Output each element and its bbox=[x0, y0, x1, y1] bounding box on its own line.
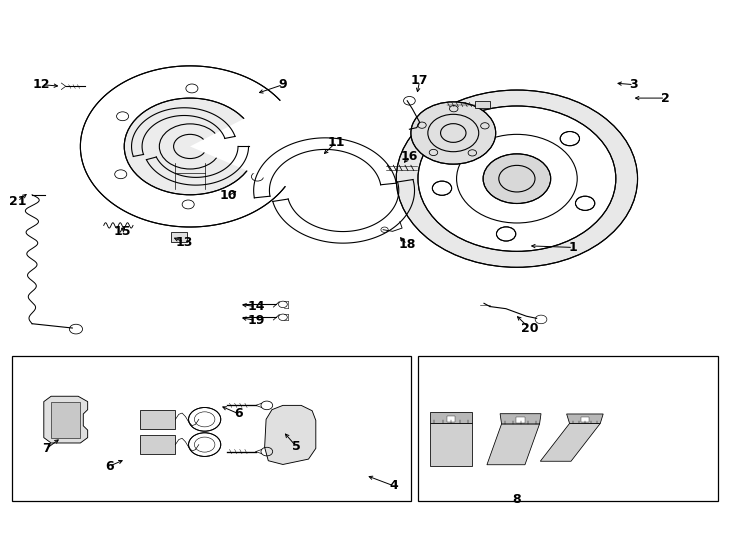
Polygon shape bbox=[265, 406, 316, 464]
Text: 16: 16 bbox=[401, 150, 418, 163]
Text: 10: 10 bbox=[219, 190, 237, 202]
Text: 3: 3 bbox=[630, 78, 638, 91]
Polygon shape bbox=[540, 423, 600, 461]
Text: 2: 2 bbox=[661, 92, 669, 105]
Bar bbox=[475, 102, 490, 108]
Polygon shape bbox=[51, 402, 80, 437]
Bar bbox=[581, 417, 589, 422]
Bar bbox=[12, 356, 411, 501]
Text: 5: 5 bbox=[291, 440, 300, 453]
Polygon shape bbox=[430, 423, 472, 466]
Circle shape bbox=[496, 227, 516, 241]
Circle shape bbox=[396, 90, 638, 267]
Circle shape bbox=[483, 154, 550, 204]
Polygon shape bbox=[500, 414, 541, 424]
Text: 7: 7 bbox=[43, 442, 51, 455]
Text: 11: 11 bbox=[327, 136, 345, 148]
Bar bbox=[140, 435, 175, 454]
Bar bbox=[516, 417, 525, 423]
Bar bbox=[447, 416, 456, 422]
Text: 19: 19 bbox=[247, 314, 264, 327]
Text: 18: 18 bbox=[399, 238, 416, 251]
Circle shape bbox=[124, 98, 256, 195]
Text: 14: 14 bbox=[247, 300, 264, 313]
Bar bbox=[171, 232, 187, 241]
Text: 20: 20 bbox=[520, 321, 538, 334]
Text: 6: 6 bbox=[105, 460, 114, 472]
Text: 12: 12 bbox=[33, 78, 51, 91]
Text: 15: 15 bbox=[113, 225, 131, 238]
Polygon shape bbox=[44, 396, 87, 443]
Text: 9: 9 bbox=[279, 78, 287, 91]
Circle shape bbox=[411, 102, 495, 164]
Text: 4: 4 bbox=[390, 480, 399, 492]
Text: 8: 8 bbox=[512, 494, 521, 507]
Circle shape bbox=[472, 122, 491, 137]
Circle shape bbox=[189, 408, 221, 431]
Text: 6: 6 bbox=[235, 408, 244, 421]
Circle shape bbox=[418, 106, 616, 251]
Circle shape bbox=[432, 181, 451, 195]
Text: 13: 13 bbox=[175, 235, 193, 248]
Text: 21: 21 bbox=[9, 195, 26, 208]
Circle shape bbox=[575, 196, 595, 211]
Bar bbox=[140, 410, 175, 429]
Circle shape bbox=[560, 132, 580, 146]
Wedge shape bbox=[190, 100, 301, 187]
Polygon shape bbox=[430, 413, 472, 423]
Polygon shape bbox=[487, 424, 539, 465]
Bar bbox=[418, 356, 718, 501]
Circle shape bbox=[189, 433, 221, 456]
Text: 17: 17 bbox=[411, 75, 429, 87]
Polygon shape bbox=[567, 414, 603, 423]
Text: 1: 1 bbox=[569, 241, 578, 254]
